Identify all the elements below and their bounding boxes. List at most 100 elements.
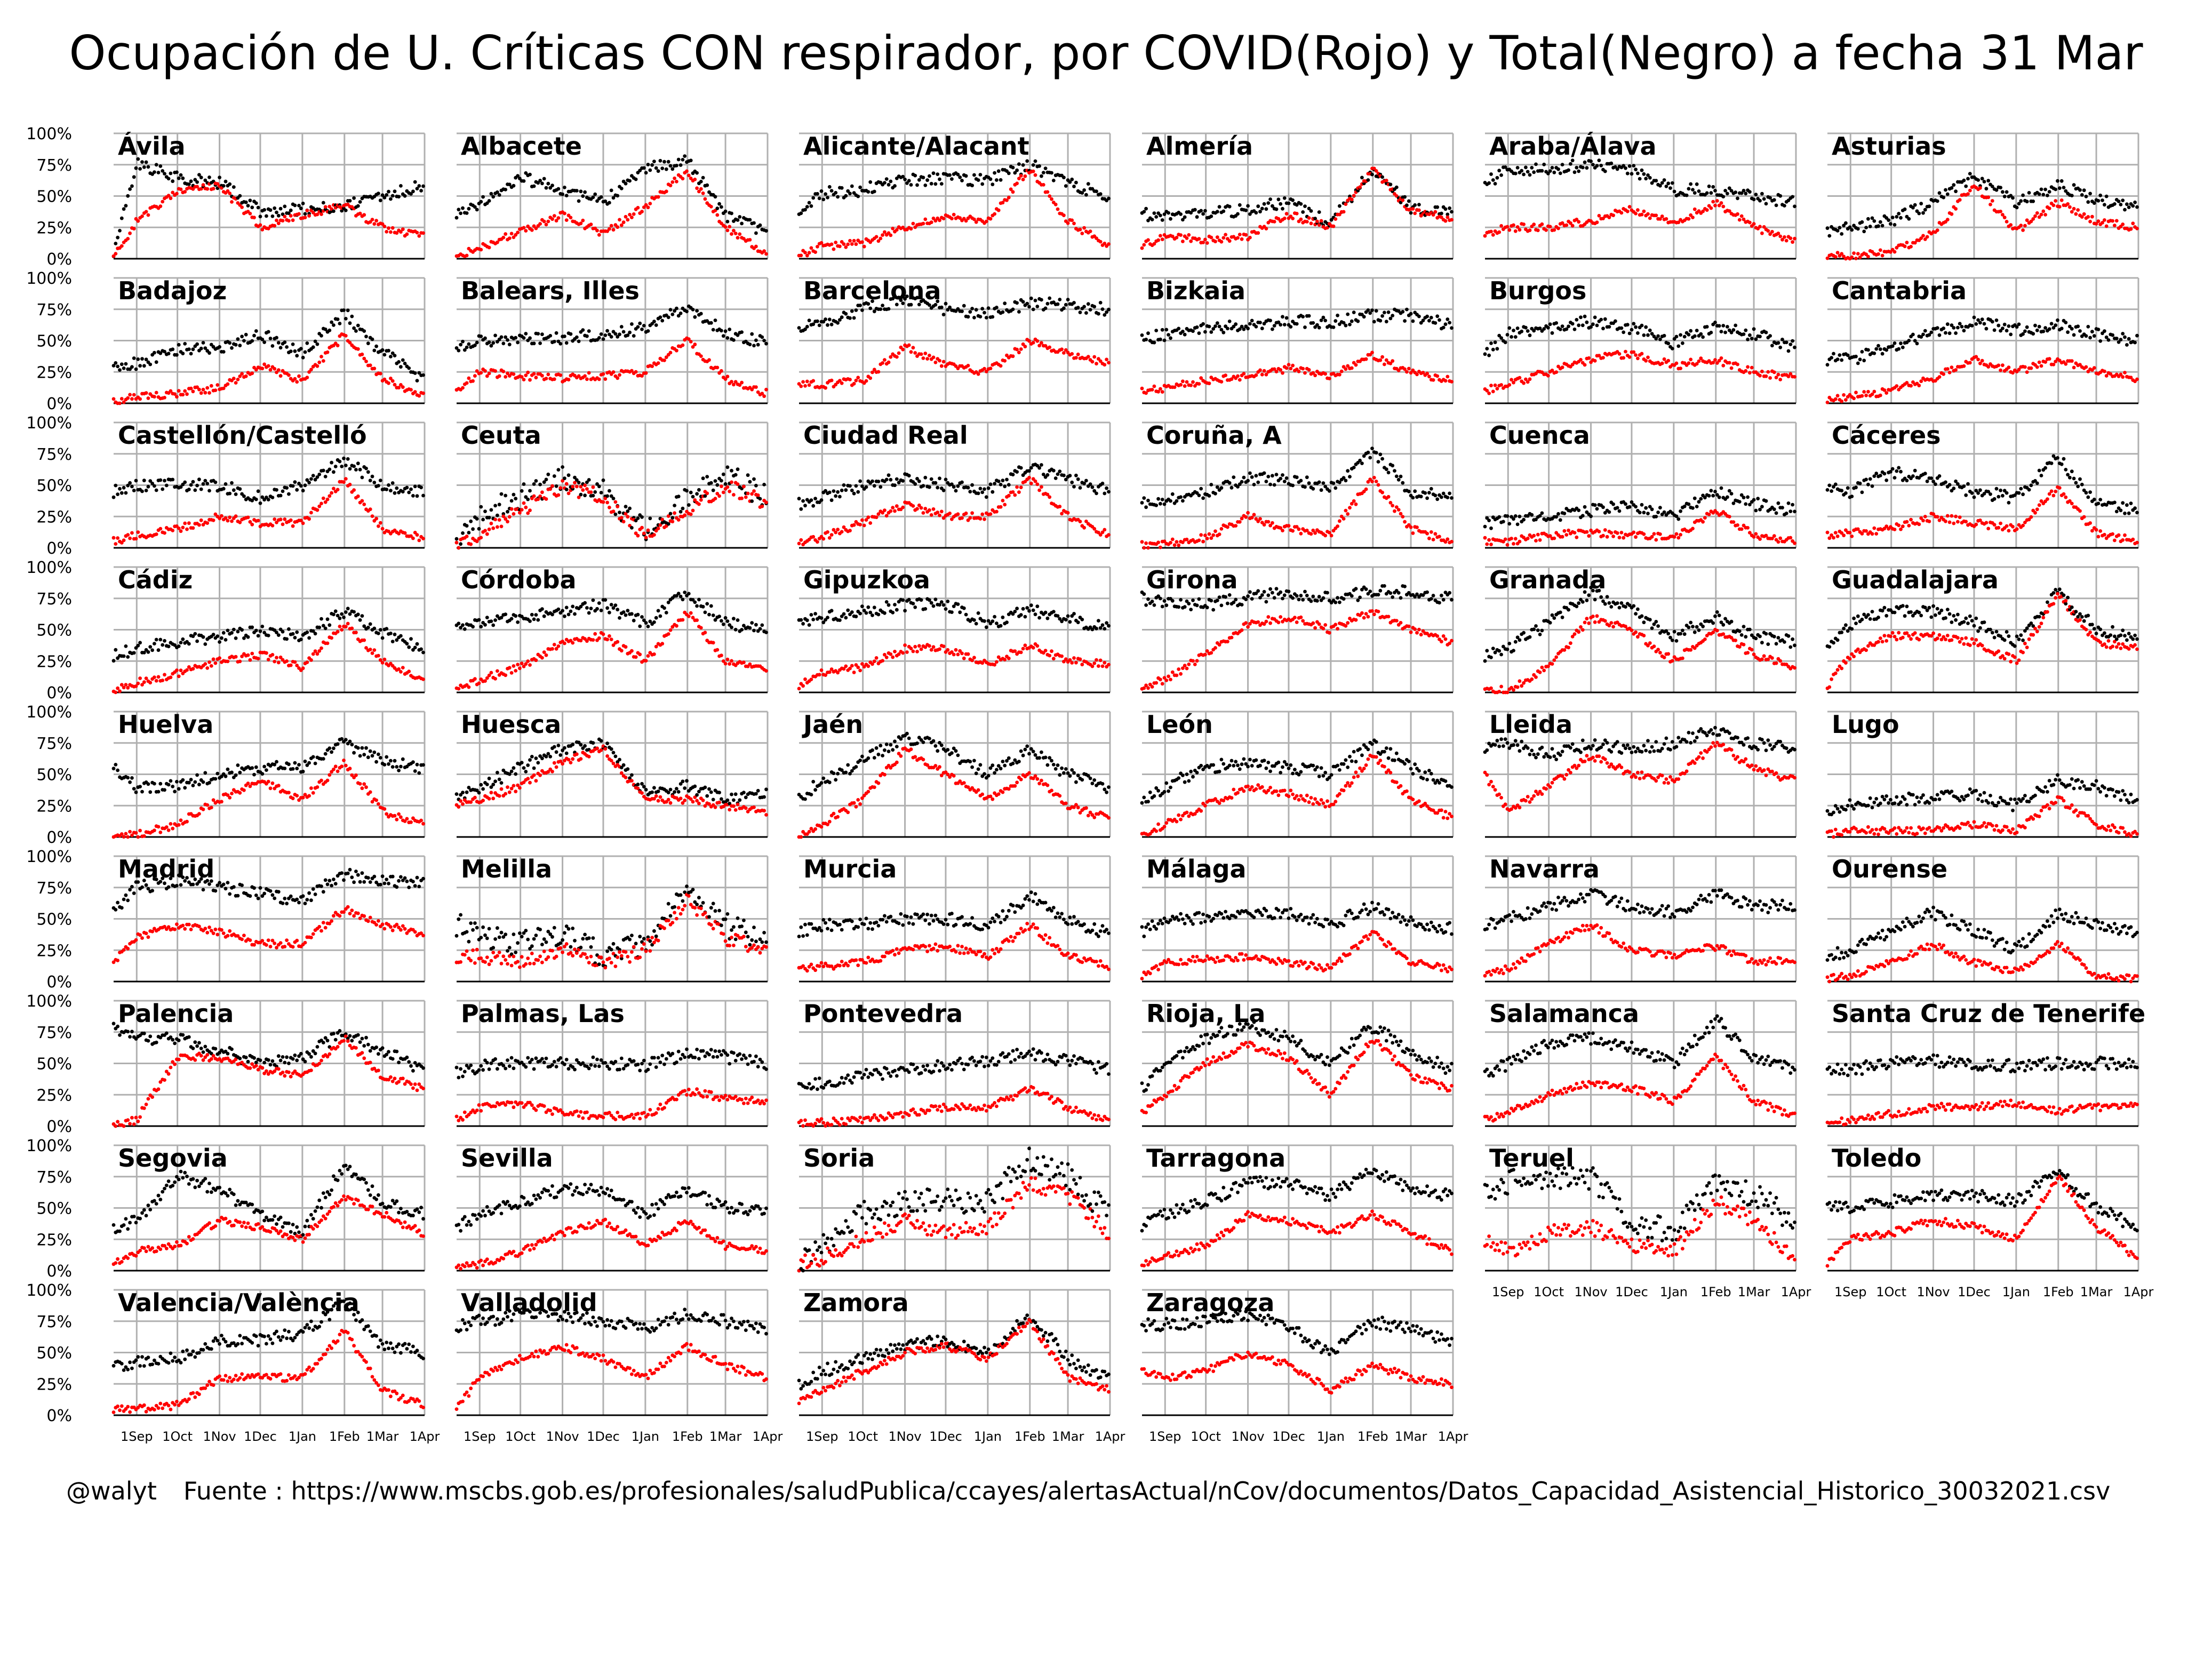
y-tick-label: 0% bbox=[46, 250, 72, 269]
covid-point bbox=[1852, 396, 1856, 401]
covid-point bbox=[1281, 371, 1284, 375]
total-point bbox=[1317, 325, 1321, 330]
covid-point bbox=[2007, 365, 2011, 370]
total-point bbox=[1388, 182, 1393, 187]
covid-point bbox=[868, 521, 873, 525]
covid-point bbox=[1768, 376, 1772, 380]
covid-point bbox=[879, 236, 883, 241]
total-point bbox=[1575, 318, 1579, 322]
covid-point bbox=[1793, 236, 1796, 241]
covid-point bbox=[382, 225, 387, 228]
total-point bbox=[1935, 326, 1939, 330]
covid-point bbox=[166, 194, 171, 198]
total-point bbox=[1068, 474, 1072, 478]
panel-3: Almería bbox=[1140, 132, 1454, 260]
covid-point bbox=[1048, 194, 1052, 198]
total-point bbox=[1731, 328, 1736, 332]
covid-point bbox=[1291, 363, 1295, 368]
total-point bbox=[1227, 320, 1232, 323]
total-point bbox=[199, 487, 203, 491]
total-point bbox=[405, 485, 409, 490]
total-point bbox=[1585, 320, 1589, 324]
total-point bbox=[1082, 188, 1086, 192]
covid-point bbox=[201, 183, 205, 187]
total-point bbox=[146, 165, 150, 169]
total-point bbox=[1167, 333, 1171, 337]
total-point bbox=[387, 483, 390, 487]
total-point bbox=[1236, 212, 1240, 216]
covid-point bbox=[752, 489, 756, 493]
covid-point bbox=[1489, 384, 1493, 388]
total-point bbox=[954, 489, 958, 493]
total-point bbox=[317, 473, 322, 476]
y-tick-label: 75% bbox=[36, 445, 72, 464]
total-point bbox=[1674, 334, 1679, 339]
total-point bbox=[487, 340, 491, 344]
total-point bbox=[265, 214, 268, 218]
total-point bbox=[305, 341, 309, 345]
covid-point bbox=[1103, 528, 1107, 532]
covid-point bbox=[995, 509, 999, 514]
covid-point bbox=[866, 515, 871, 520]
chart-title: Ocupación de U. Críticas CON respirador,… bbox=[69, 26, 2143, 81]
total-point bbox=[193, 488, 197, 492]
total-point bbox=[658, 158, 662, 163]
covid-point bbox=[1172, 385, 1177, 389]
covid-point bbox=[421, 537, 425, 540]
covid-point bbox=[2121, 222, 2125, 226]
total-point bbox=[534, 479, 538, 483]
total-point bbox=[1954, 331, 1958, 335]
total-point bbox=[1764, 202, 1768, 206]
total-point bbox=[2056, 179, 2059, 183]
covid-point bbox=[556, 216, 561, 220]
covid-point bbox=[1917, 384, 1921, 388]
total-point bbox=[1232, 475, 1236, 479]
total-point bbox=[258, 501, 262, 505]
total-point bbox=[362, 329, 366, 333]
total-point bbox=[1840, 358, 1844, 362]
total-point bbox=[709, 321, 713, 325]
covid-point bbox=[126, 237, 130, 241]
total-point bbox=[454, 216, 459, 220]
total-point bbox=[332, 470, 336, 474]
covid-point bbox=[1027, 476, 1031, 480]
total-point bbox=[528, 336, 532, 340]
total-point bbox=[1007, 483, 1011, 487]
covid-point bbox=[1999, 210, 2003, 213]
covid-point bbox=[1209, 235, 1213, 240]
covid-point bbox=[923, 507, 928, 511]
total-point bbox=[2103, 203, 2106, 207]
covid-point bbox=[1433, 210, 1438, 214]
covid-point bbox=[630, 216, 634, 219]
total-point bbox=[1213, 324, 1217, 328]
total-point bbox=[1630, 172, 1634, 176]
covid-point bbox=[1978, 186, 1982, 190]
total-point bbox=[1152, 340, 1156, 345]
total-point bbox=[850, 309, 854, 313]
total-point bbox=[1386, 310, 1391, 314]
covid-point bbox=[966, 364, 970, 368]
covid-point bbox=[941, 217, 946, 221]
covid-point bbox=[856, 376, 860, 380]
covid-point bbox=[1640, 352, 1644, 356]
total-point bbox=[1567, 168, 1571, 172]
covid-point bbox=[1344, 202, 1348, 206]
covid-point bbox=[158, 204, 163, 209]
total-point bbox=[387, 348, 390, 353]
total-point bbox=[1441, 325, 1446, 330]
total-point bbox=[465, 345, 469, 349]
covid-point bbox=[1201, 539, 1205, 544]
covid-point bbox=[1986, 195, 1991, 200]
total-point bbox=[275, 336, 278, 340]
covid-point bbox=[1078, 227, 1082, 232]
covid-point bbox=[862, 523, 866, 528]
total-point bbox=[1892, 223, 1897, 227]
y-tick-label: 75% bbox=[36, 156, 72, 175]
total-point bbox=[813, 497, 817, 500]
covid-point bbox=[1758, 225, 1762, 229]
total-point bbox=[1917, 211, 1921, 216]
total-point bbox=[1051, 468, 1056, 473]
total-point bbox=[895, 477, 899, 481]
covid-point bbox=[289, 518, 293, 522]
total-point bbox=[1854, 354, 1858, 358]
